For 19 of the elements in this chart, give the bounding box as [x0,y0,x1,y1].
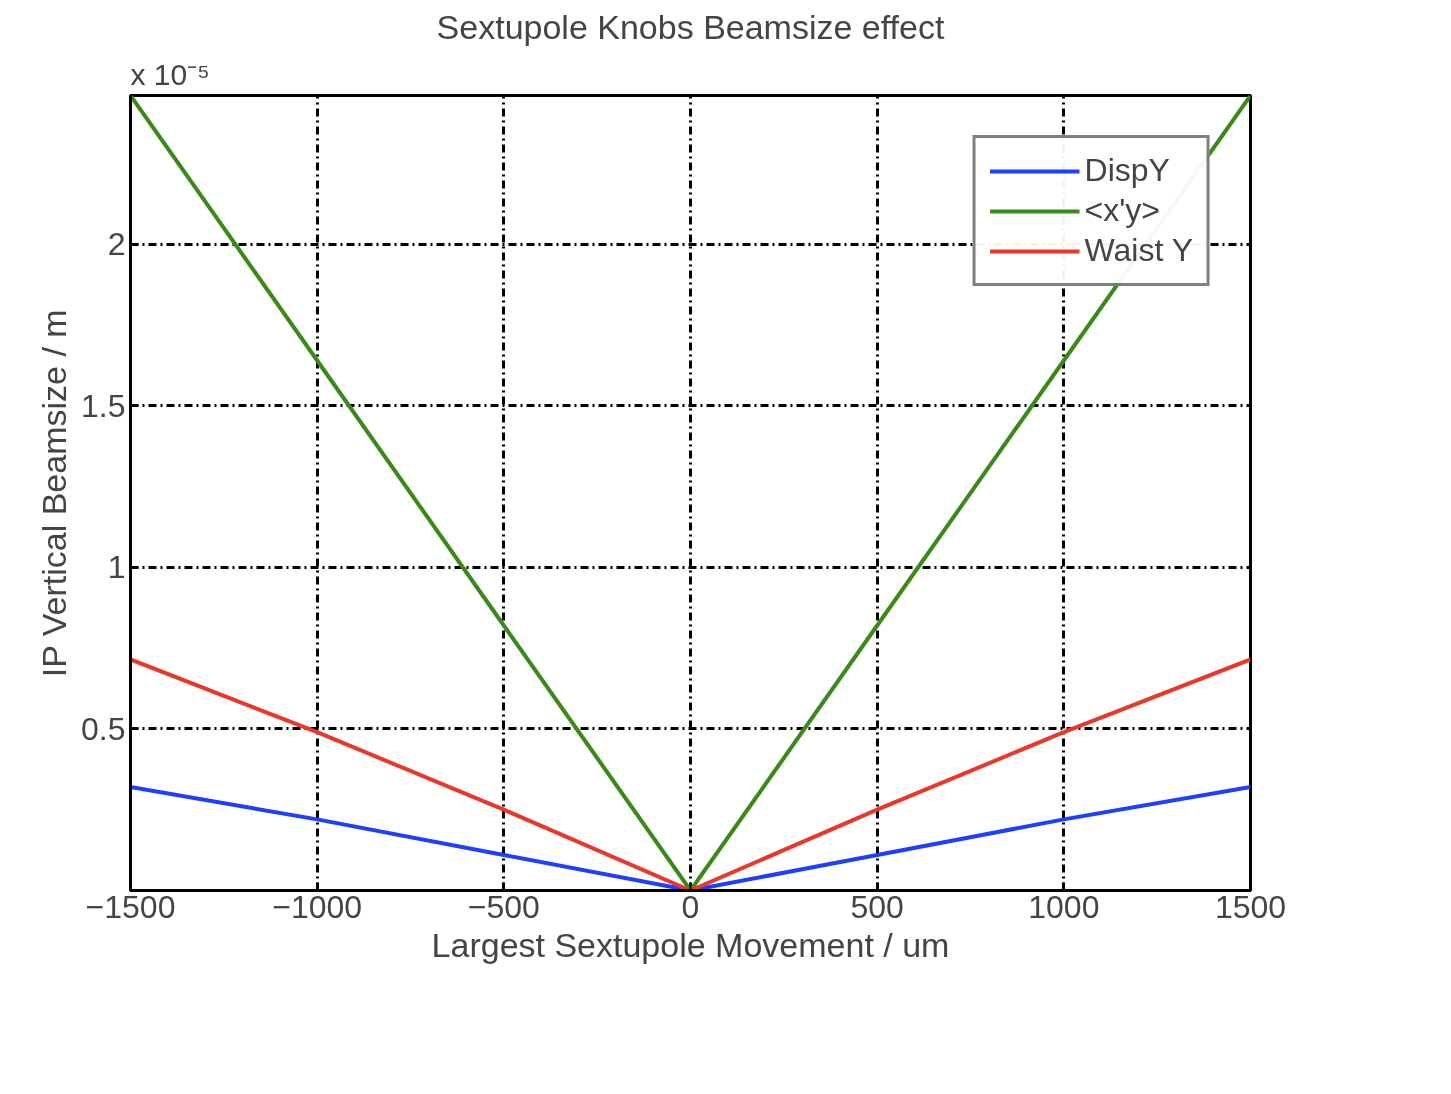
legend-label: <x'y> [1084,192,1161,229]
x-tick-label: 500 [850,888,904,925]
y-tick-label: 1 [107,549,126,586]
x-axis-title: Largest Sextupole Movement / um [431,925,950,964]
y-axis-title: IP Vertical Beamsize / m [35,309,74,678]
x-tick-label: −1500 [85,888,176,925]
legend-label: DispY [1084,152,1170,189]
x-tick-label: −500 [467,888,540,925]
text: x 10⁻⁵ [130,57,210,91]
y-tick-label: 2 [107,226,126,263]
y-tick-label: 0.5 [81,710,126,747]
x-tick-label: −1000 [272,888,363,925]
line-series [130,95,1251,891]
x-tick-label: 1000 [1028,888,1100,925]
x-tick-label: 1500 [1214,888,1287,925]
x-tick-label: 0 [681,888,700,925]
legend-label: Waist Y [1084,232,1193,269]
y-tick-label: 1.5 [81,387,126,424]
chart-title: Sextupole Knobs Beamsize effect [436,7,945,46]
